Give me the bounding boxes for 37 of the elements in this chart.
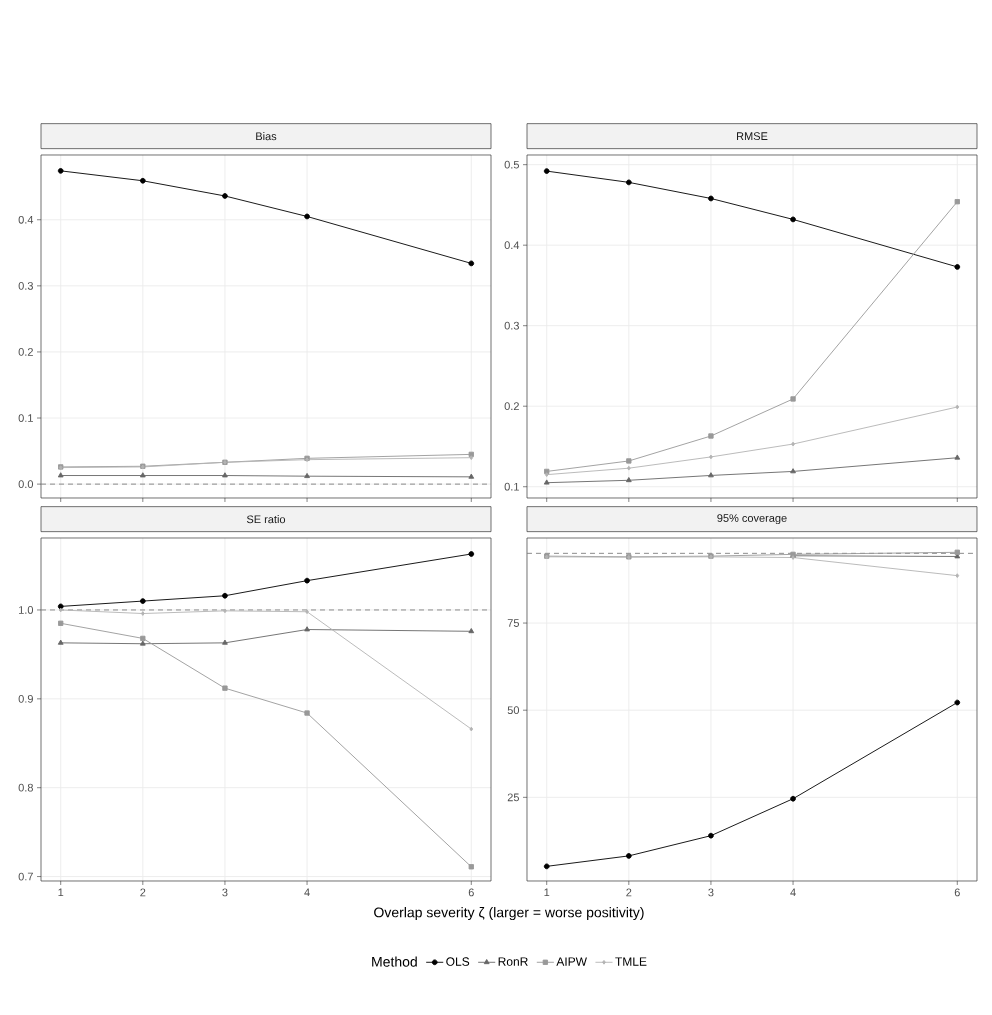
x-tick-label: 2	[140, 888, 146, 897]
y-tick-label: 0.8	[18, 783, 33, 792]
x-axis-title: Overlap severity ζ (larger = worse positivity)	[374, 907, 644, 921]
y-tick-label: 0.2	[18, 348, 33, 356]
x-tick-label: 1	[58, 888, 64, 897]
y-tick-label: 0.9	[18, 694, 33, 703]
x-tick-label: 3	[222, 888, 228, 897]
y-tick-label: 0.4	[18, 215, 34, 224]
y-tick-label: 0.5	[504, 160, 519, 169]
y-tick-label: 25	[507, 793, 519, 802]
y-tick-label: 75	[507, 619, 519, 627]
legend-label: AIPW	[556, 957, 587, 966]
y-tick-label: 0.1	[18, 414, 33, 422]
y-tick-label: 0.2	[504, 402, 519, 411]
x-tick-label: 4	[790, 888, 796, 897]
legend-label: RonR	[498, 957, 528, 966]
y-tick-label: 1.0	[19, 606, 34, 614]
x-tick-label: 3	[708, 888, 714, 897]
x-tick-label: 4	[304, 888, 310, 897]
legend-label: TMLE	[615, 957, 647, 966]
x-tick-label: 2	[626, 888, 632, 897]
chart-title: Bias	[256, 132, 277, 141]
chart-title: RMSE	[737, 132, 768, 141]
y-tick-label: 0.0	[18, 480, 34, 489]
legend-title: Method	[372, 956, 417, 967]
chart-title: SE ratio	[246, 515, 286, 524]
x-tick-label: 1	[544, 888, 550, 897]
y-tick-label: 0.3	[18, 281, 33, 290]
y-tick-label: 0.3	[504, 321, 519, 330]
x-tick-label: 6	[468, 888, 474, 897]
chart-title: 95% coverage	[717, 514, 787, 525]
y-tick-label: 0.1	[504, 482, 519, 491]
x-tick-label: 6	[954, 888, 960, 897]
y-tick-label: 50	[507, 706, 520, 715]
y-tick-label: 0.4	[504, 241, 520, 250]
y-tick-label: 0.7	[18, 872, 33, 881]
legend-label: OLS	[446, 957, 470, 966]
